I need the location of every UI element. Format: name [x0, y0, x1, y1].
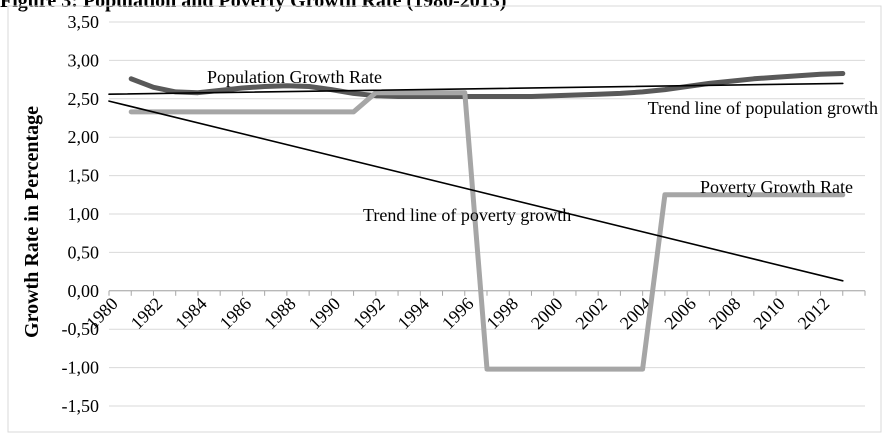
x-tick-label: 1992 — [349, 293, 389, 333]
y-tick-label: 3,50 — [68, 12, 100, 32]
series-line — [108, 82, 844, 95]
annotation-label: Poverty Growth Rate — [700, 177, 853, 197]
x-tick-label: 1982 — [127, 293, 167, 333]
series-line — [108, 100, 844, 282]
series-line — [128, 71, 846, 99]
series-layer — [108, 71, 846, 372]
annotation-label: Trend line of poverty growth — [363, 205, 571, 225]
y-tick-label: 3,00 — [68, 50, 100, 70]
series-line — [128, 90, 846, 372]
annotation-layer: Population Growth Rate Trend line of popu… — [207, 67, 878, 225]
y-tick-label: 1,00 — [68, 204, 100, 224]
y-tick-label: -0,50 — [62, 319, 100, 339]
x-tick-label: 1984 — [171, 293, 211, 333]
x-tick-label: 1998 — [482, 293, 522, 333]
x-tick-label: 2002 — [571, 293, 611, 333]
y-axis-ticks: 3,50 3,00 2,50 2,00 1,50 1,00 0,50 0,00 -0,50 -1,… — [62, 12, 100, 416]
y-tick-label: -1,50 — [62, 396, 100, 416]
y-tick-label: 0,50 — [68, 242, 100, 262]
x-tick-label: 2000 — [527, 293, 567, 333]
x-tick-label: 1988 — [260, 293, 300, 333]
annotation-label: Trend line of population growth — [648, 98, 878, 118]
x-tick-label: 2012 — [794, 293, 834, 333]
y-tick-label: -1,00 — [62, 358, 100, 378]
x-tick-label: 2006 — [660, 293, 700, 333]
x-tick-label: 1990 — [305, 293, 345, 333]
y-tick-label: 2,00 — [68, 127, 100, 147]
y-tick-label: 2,50 — [68, 89, 100, 109]
annotation-label: Population Growth Rate — [207, 67, 382, 87]
x-tick-label: 2010 — [749, 293, 789, 333]
y-tick-label: 1,50 — [68, 166, 100, 186]
y-tick-label: 0,00 — [68, 281, 100, 301]
chart-border — [7, 5, 882, 433]
x-tick-label: 1986 — [216, 293, 256, 333]
y-axis-label: Growth Rate in Percentage — [21, 106, 43, 338]
x-tick-label: 1994 — [394, 293, 434, 333]
x-tick-label: 1996 — [438, 293, 478, 333]
x-tick-label: 2008 — [705, 293, 745, 333]
x-axis-ticks: 1980 1982 1984 1986 1988 1990 1992 1994 1996 1998… — [82, 293, 833, 333]
